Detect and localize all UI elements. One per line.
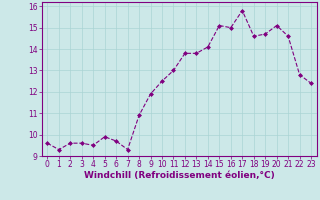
X-axis label: Windchill (Refroidissement éolien,°C): Windchill (Refroidissement éolien,°C) <box>84 171 275 180</box>
